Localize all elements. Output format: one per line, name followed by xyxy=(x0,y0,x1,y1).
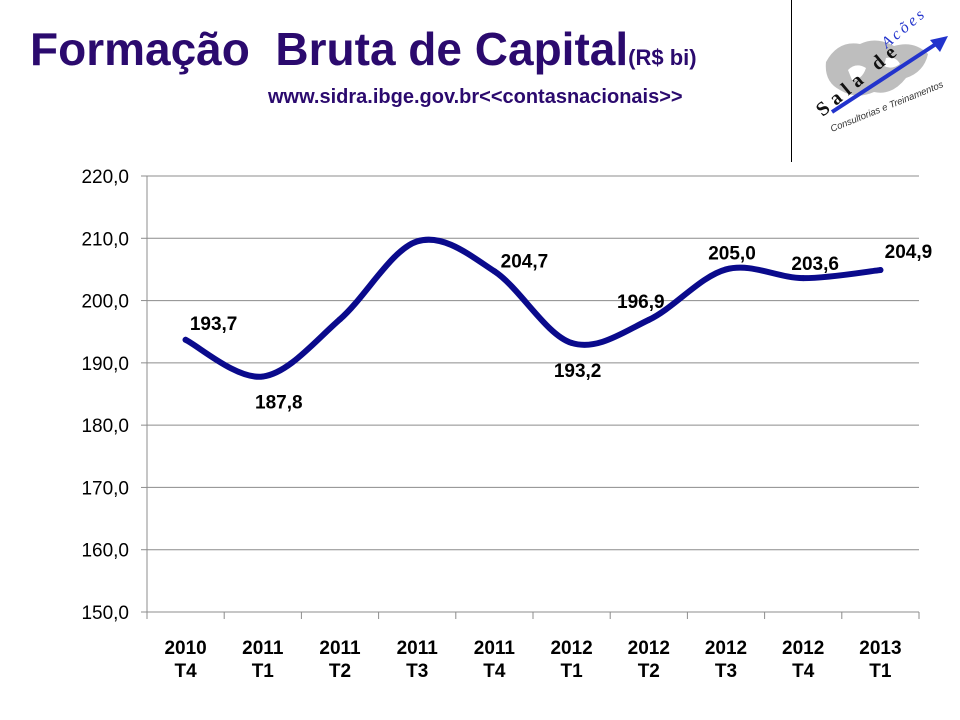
data-label: 204,9 xyxy=(885,242,933,263)
x-tick-label: 2012 T2 xyxy=(628,638,670,682)
chart-data-labels: 193,7 187,8 204,7 193,2 196,9 205,0 203,6 204,9 xyxy=(190,242,932,414)
x-tick-label-line: 2010 xyxy=(164,638,206,659)
y-tick-label: 170,0 xyxy=(81,478,129,499)
x-tick-label-line: T1 xyxy=(869,661,892,682)
data-point xyxy=(800,275,807,282)
title-text: Formação Bruta de Capital xyxy=(30,23,629,75)
x-tick-label: 2012 T1 xyxy=(550,638,592,682)
data-point xyxy=(568,339,575,346)
y-tick-label: 150,0 xyxy=(81,603,129,624)
data-point xyxy=(491,268,498,275)
y-tick-label: 200,0 xyxy=(81,292,129,313)
data-point xyxy=(645,316,652,323)
x-tick-label-line: T1 xyxy=(561,661,584,682)
x-tick-label-line: T3 xyxy=(715,661,737,682)
y-tick-label: 220,0 xyxy=(81,167,129,188)
title-unit: (R$ bi) xyxy=(628,45,697,70)
y-tick-label: 180,0 xyxy=(81,416,129,437)
x-tick-label-line: T1 xyxy=(252,661,275,682)
x-tick-label: 2011 T2 xyxy=(319,638,361,682)
data-label: 193,7 xyxy=(190,314,238,335)
x-tick-label-line: 2011 xyxy=(319,638,361,659)
x-tick-label-line: 2011 xyxy=(397,638,439,659)
x-tick-label-line: T3 xyxy=(406,661,428,682)
x-tick-label: 2013 T1 xyxy=(859,638,901,682)
y-tick-label: 160,0 xyxy=(81,541,129,562)
x-tick-label-line: 2012 xyxy=(550,638,592,659)
x-tick-label-line: 2012 xyxy=(628,638,670,659)
x-tick-label-line: 2013 xyxy=(859,638,901,659)
data-label: 187,8 xyxy=(255,393,303,414)
x-tick-label-line: T4 xyxy=(483,661,506,682)
data-point xyxy=(414,238,421,245)
data-label: 203,6 xyxy=(791,254,839,275)
data-point xyxy=(337,316,343,323)
series-line xyxy=(182,236,884,380)
x-tick-label: 2011 T1 xyxy=(242,638,284,682)
chart-series xyxy=(182,236,884,380)
company-logo: Sala de Acões Consultorias e Treinamento… xyxy=(812,5,948,135)
y-tick-label: 190,0 xyxy=(81,354,129,375)
data-point xyxy=(723,266,729,273)
x-tick-label-line: T4 xyxy=(175,661,198,682)
data-label: 204,7 xyxy=(501,251,549,272)
x-tick-label-line: T4 xyxy=(792,661,815,682)
logo-arrow-icon xyxy=(830,36,948,114)
x-tick-label: 2011 T3 xyxy=(397,638,439,682)
y-tick-label: 210,0 xyxy=(81,229,129,250)
page-title: Formação Bruta de Capital(R$ bi) xyxy=(30,22,697,76)
x-tick-label-line: T2 xyxy=(329,661,351,682)
x-tick-label-line: T2 xyxy=(638,661,660,682)
data-point xyxy=(182,336,189,343)
x-tick-label-line: 2012 xyxy=(705,638,747,659)
x-tick-label: 2012 T3 xyxy=(705,638,747,682)
data-label: 193,2 xyxy=(554,361,602,382)
x-tick-label-line: 2012 xyxy=(782,638,824,659)
x-tick-label-line: 2011 xyxy=(242,638,284,659)
data-label: 205,0 xyxy=(708,243,756,264)
x-tick-label: 2011 T4 xyxy=(474,638,516,682)
data-point xyxy=(259,373,266,380)
data-point xyxy=(877,267,884,274)
chart-axes: 150,0 160,0 170,0 180,0 190,0 200,0 210,0 220,0… xyxy=(81,167,920,682)
world-map-icon xyxy=(825,40,928,96)
x-tick-label-line: 2011 xyxy=(474,638,516,659)
data-label: 196,9 xyxy=(617,292,665,313)
header-divider xyxy=(791,0,792,162)
page-subtitle: www.sidra.ibge.gov.br<<contasnacionais>> xyxy=(268,86,683,108)
x-tick-label: 2012 T4 xyxy=(782,638,824,682)
x-tick-label: 2010 T4 xyxy=(164,638,206,682)
